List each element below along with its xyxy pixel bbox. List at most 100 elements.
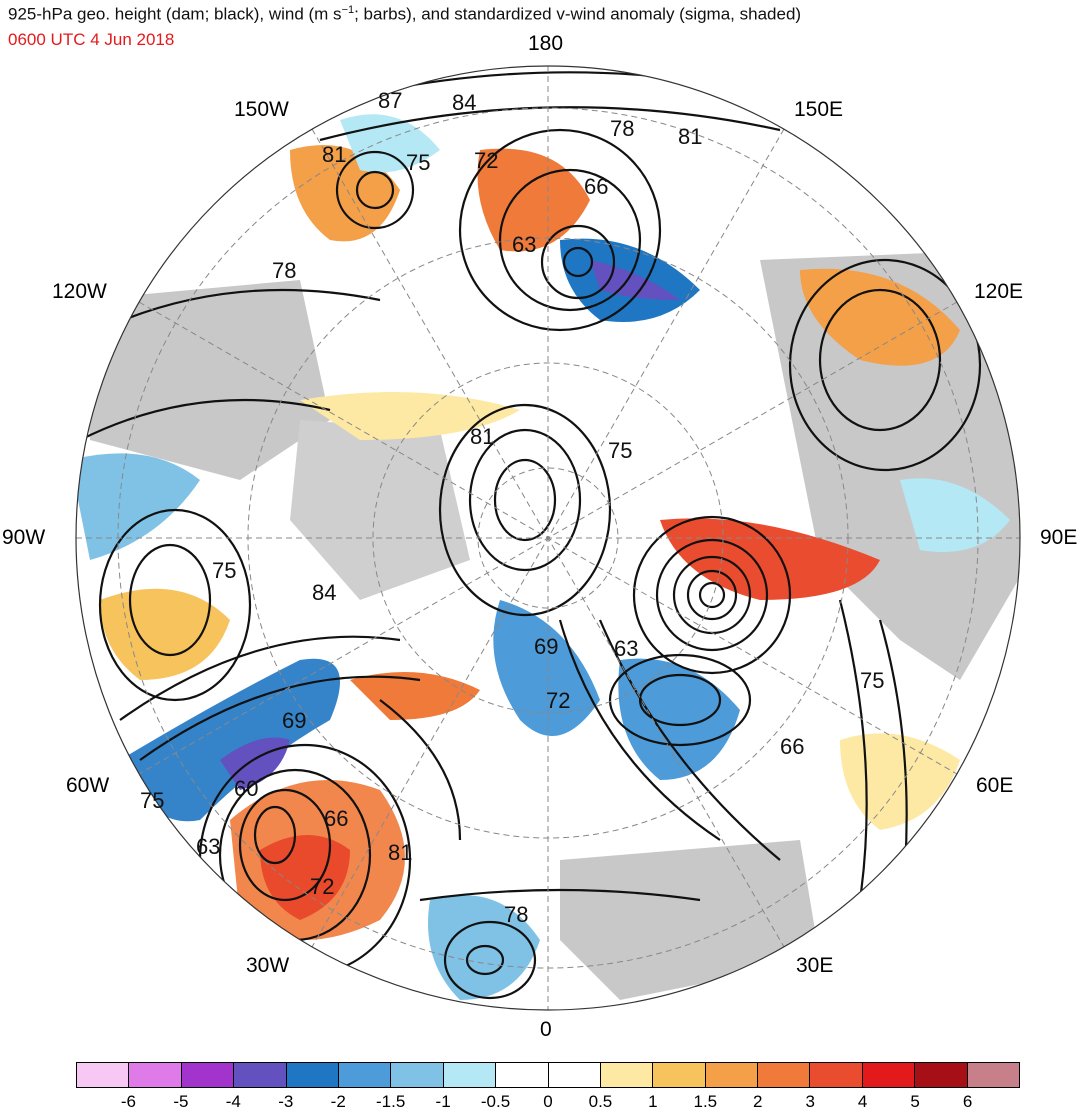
colorbar-swatch	[77, 1063, 130, 1087]
contour-label: 75	[406, 150, 430, 175]
colorbar-swatch	[548, 1063, 601, 1087]
colorbar-label: -3	[278, 1092, 294, 1111]
land-patch	[760, 250, 1020, 680]
contour-label: 72	[310, 874, 334, 899]
colorbar-label: 3	[805, 1092, 815, 1111]
contour-label: 63	[512, 232, 536, 257]
colorbar-swatch	[600, 1063, 654, 1087]
colorbar-swatch	[129, 1063, 182, 1087]
lon-label-90e: 90E	[1040, 526, 1078, 549]
anomaly-neg	[428, 895, 540, 1000]
contour-label: 78	[504, 902, 528, 927]
contour-label: 84	[452, 90, 476, 115]
contour-label: 66	[780, 734, 804, 759]
contour-label: 75	[608, 438, 632, 463]
colorbar-swatch	[181, 1063, 235, 1087]
colorbar-swatch	[705, 1063, 759, 1087]
land-patch	[560, 840, 820, 1000]
colorbar-label: 1	[648, 1092, 658, 1111]
anomaly-pos	[660, 518, 880, 600]
lon-label-60e: 60E	[976, 774, 1014, 797]
lon-label-90w: 90W	[2, 526, 46, 549]
colorbar-label: 0.5	[588, 1092, 613, 1111]
contour-label: 84	[312, 580, 336, 605]
lon-label-60w: 60W	[66, 774, 110, 797]
anomaly-pos	[477, 148, 590, 252]
contour-label: 87	[378, 88, 402, 113]
contour-label: 78	[610, 116, 634, 141]
anomaly-pos	[840, 733, 960, 830]
lon-label-150w: 150W	[234, 98, 289, 121]
contour-label: 75	[140, 788, 164, 813]
colorbar-label: 5	[910, 1092, 920, 1111]
lon-label-150e: 150E	[794, 98, 844, 121]
colorbar-swatch	[915, 1063, 968, 1087]
valid-time: 0600 UTC 4 Jun 2018	[8, 30, 175, 49]
contour-label: 63	[614, 636, 638, 661]
contour-label: 60	[234, 776, 258, 801]
colorbar-swatch	[967, 1063, 1020, 1087]
colorbar-label: -5	[173, 1092, 189, 1111]
colorbar-swatch	[496, 1063, 549, 1087]
map-boundary	[75, 65, 1021, 1011]
colorbar-swatch	[653, 1063, 706, 1087]
contour-label: 66	[324, 806, 348, 831]
colorbar-label: 2	[753, 1092, 763, 1111]
colorbar-swatch	[234, 1063, 287, 1087]
colorbar-swatch	[443, 1063, 497, 1087]
contour-label: 81	[388, 840, 412, 865]
contour-label: 81	[322, 142, 346, 167]
anomaly-neg	[493, 600, 600, 736]
colorbar-label: -0.5	[480, 1092, 511, 1111]
colorbar-swatch	[810, 1063, 863, 1087]
land-patch	[80, 280, 330, 480]
anomaly-neg	[76, 453, 200, 560]
contour-label: 75	[212, 558, 236, 583]
anomaly-neg	[618, 658, 740, 780]
figure-title: 925-hPa geo. height (dam; black), wind (…	[8, 4, 802, 24]
colorbar-label: 0	[543, 1092, 553, 1111]
contour-label-layer: 87 84 78 81 81 75 72 66 63 78 81 75 75 8…	[140, 88, 884, 927]
colorbar-swatch	[338, 1063, 392, 1087]
colorbar-label: -6	[120, 1092, 136, 1111]
anomaly-neg	[900, 478, 1010, 552]
contour-label: 81	[470, 424, 494, 449]
contour-label: 81	[678, 124, 702, 149]
contour-label: 72	[474, 148, 498, 173]
colorbar-swatch	[758, 1063, 811, 1087]
lon-label-30w: 30W	[246, 954, 290, 977]
anomaly-pos	[350, 672, 480, 720]
contour-label: 78	[272, 258, 296, 283]
colorbar-swatch	[391, 1063, 444, 1087]
colorbar-swatch	[862, 1063, 916, 1087]
contour-label: 63	[196, 834, 220, 859]
contour-label: 69	[282, 708, 306, 733]
contour-label: 66	[584, 174, 608, 199]
anomaly-pos	[100, 588, 230, 680]
colorbar-label: -1	[435, 1092, 451, 1111]
lon-label-120w: 120W	[52, 280, 107, 303]
anomaly-pos	[800, 268, 960, 366]
lon-label-30e: 30E	[796, 954, 834, 977]
colorbar-label: -4	[225, 1092, 241, 1111]
lon-label-0: 0	[540, 1018, 552, 1041]
contour-label: 69	[534, 634, 558, 659]
colorbar-label: 6	[962, 1092, 973, 1111]
colorbar-label: -1.5	[376, 1092, 406, 1111]
polar-map: 87 84 78 81 81 75 72 66 63 78 81 75 75 8…	[75, 65, 1021, 1011]
land-patch	[290, 420, 470, 600]
anomaly-neg	[120, 658, 340, 822]
map-fill-layer	[76, 66, 1020, 1010]
lon-label-120e: 120E	[974, 280, 1024, 303]
colorbar-label: 1.5	[693, 1092, 718, 1111]
lon-label-180: 180	[528, 32, 564, 55]
colorbar-label: 4	[857, 1092, 868, 1111]
contour-label: 75	[860, 668, 884, 693]
contour-label: 72	[546, 688, 570, 713]
anomaly-pos	[260, 835, 350, 920]
colorbar-swatch	[286, 1063, 339, 1087]
graticule	[76, 66, 1020, 1010]
colorbar	[76, 1062, 1020, 1088]
colorbar-label: -2	[330, 1092, 346, 1111]
anomaly-pos	[300, 392, 520, 440]
